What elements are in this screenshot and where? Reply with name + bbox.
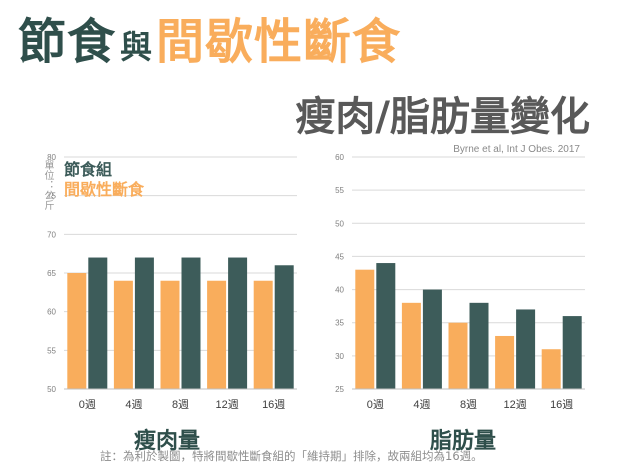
x-tick-label: 8週 xyxy=(460,398,477,411)
y-tick-label: 45 xyxy=(335,252,344,261)
y-tick-label: 60 xyxy=(47,308,56,317)
lean-mass-chart: 50 55 60 65 70 75 80 0週 4週 8週 12週 16週 xyxy=(47,153,297,411)
bar-fasting xyxy=(207,280,227,389)
bar-diet xyxy=(516,309,536,389)
y-tick-label: 25 xyxy=(335,385,344,394)
bar-diet xyxy=(562,316,582,389)
citation: Byrne et al, Int J Obes. 2017 xyxy=(453,144,580,155)
y-tick-label: 55 xyxy=(47,346,56,355)
y-tick-label: 35 xyxy=(335,319,344,328)
y-tick-label: 50 xyxy=(335,219,344,228)
bar-fasting xyxy=(448,322,468,389)
x-tick-label: 16週 xyxy=(262,398,285,411)
y-tick-label: 50 xyxy=(47,385,56,394)
x-tick-label: 12週 xyxy=(215,398,238,411)
main-title: 節食 與間歇性斷食 xyxy=(18,2,401,72)
y-tick-label: 70 xyxy=(47,230,56,239)
legend-entry-diet: 節食組 xyxy=(64,160,113,179)
x-tick-label: 12週 xyxy=(503,398,526,411)
subtitle: 瘦肉/脂肪量變化 xyxy=(295,94,590,140)
x-tick-label: 8週 xyxy=(172,398,189,411)
bar-fasting xyxy=(113,280,133,389)
title-part-fasting: 間歇性斷食 xyxy=(156,14,402,70)
x-tick-label: 4週 xyxy=(413,398,430,411)
y-tick-label: 55 xyxy=(335,186,344,195)
fat-mass-chart-title: 脂肪量 xyxy=(430,429,497,454)
y-tick-label: 40 xyxy=(335,286,344,295)
y-tick-label: 30 xyxy=(335,352,344,361)
fat-mass-chart: 25 30 35 40 45 50 55 60 0週 4週 8週 12週 16週 xyxy=(335,153,585,411)
x-tick-label: 16週 xyxy=(550,398,573,411)
bar-diet xyxy=(422,289,442,389)
y-tick-label: 80 xyxy=(47,153,56,162)
bar-diet xyxy=(88,257,108,389)
title-part-diet: 節食 xyxy=(18,14,117,70)
y-tick-label: 75 xyxy=(47,192,56,201)
bar-fasting xyxy=(67,273,87,389)
lean-mass-chart-title: 瘦肉量 xyxy=(134,429,201,454)
bar-fasting xyxy=(401,302,421,389)
bar-diet xyxy=(181,257,201,389)
y-tick-label: 60 xyxy=(335,153,344,162)
bar-fasting xyxy=(160,280,180,389)
unit-label: 單位：公斤 xyxy=(42,160,53,210)
bar-fasting xyxy=(253,280,273,389)
bar-fasting xyxy=(541,349,561,389)
x-tick-label: 4週 xyxy=(125,398,142,411)
legend: 節食組 間歇性斷食 xyxy=(64,160,144,200)
bar-diet xyxy=(228,257,248,389)
bar-fasting xyxy=(355,269,375,389)
legend-entry-fasting: 間歇性斷食 xyxy=(64,180,145,199)
bar-diet xyxy=(469,302,489,389)
footnote: 註：為利於製圖，特將間歇性斷食組的「維持期」排除，故兩組均為16週。 xyxy=(100,449,483,463)
bar-diet xyxy=(376,263,396,389)
bar-fasting xyxy=(495,335,515,389)
x-tick-label: 0週 xyxy=(79,398,96,411)
bar-diet xyxy=(134,257,154,389)
title-join: 與 xyxy=(120,28,153,66)
x-tick-label: 0週 xyxy=(367,398,384,411)
y-tick-label: 65 xyxy=(47,269,56,278)
bar-diet xyxy=(274,265,294,389)
